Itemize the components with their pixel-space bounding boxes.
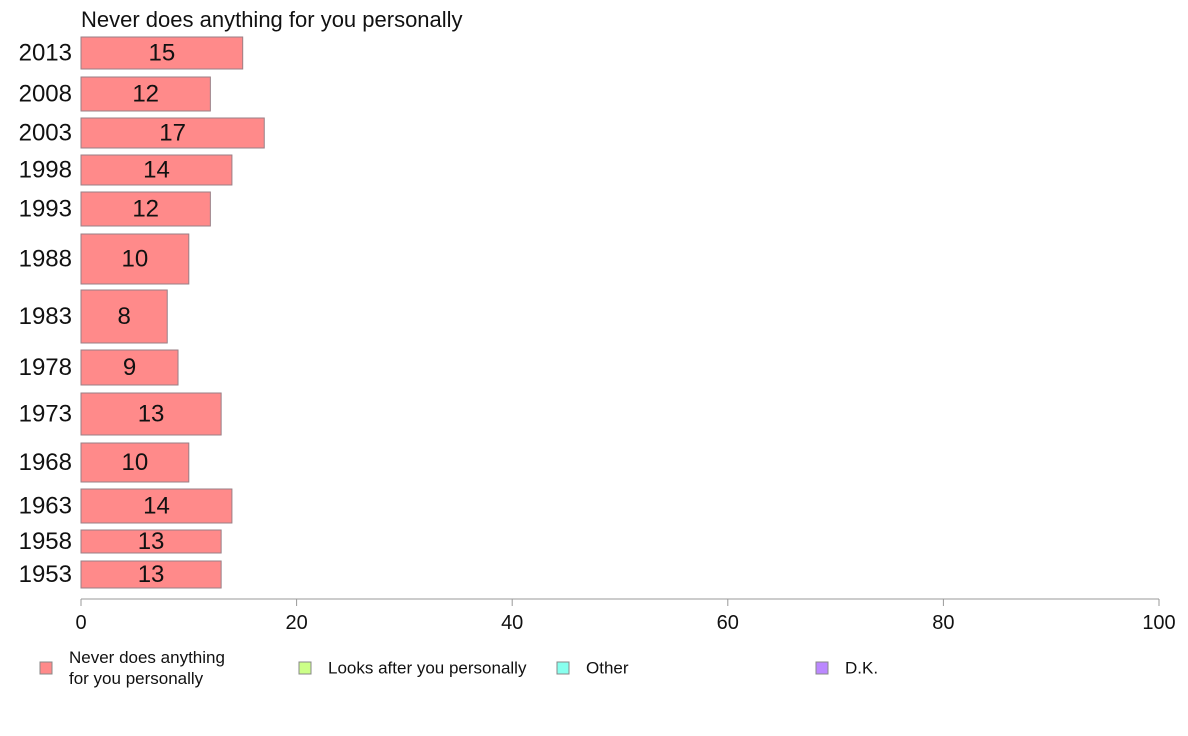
- bar-1983: [80, 289, 168, 344]
- legend-label-0: Never does anything for you personally: [69, 648, 225, 688]
- y-tick-label-2003: 2003: [19, 120, 72, 147]
- bar-2008: [80, 76, 211, 112]
- y-tick-label-1973: 1973: [19, 401, 72, 428]
- x-tick-label-60: 60: [717, 612, 739, 634]
- bar-2003: [80, 117, 265, 149]
- bars-group: 2013 15 2008 12 2003 17 1998 14 1993 12 1988 10 1983…: [19, 36, 265, 589]
- legend-label-2: Other: [586, 659, 629, 678]
- x-axis: 0 20 40 60 80 100: [75, 598, 1176, 634]
- y-tick-label-1968: 1968: [19, 449, 72, 476]
- bar-1993: [80, 191, 211, 227]
- bar-value-label-1958: 13: [138, 528, 165, 555]
- bar-value-label-1978: 9: [123, 354, 136, 381]
- bar-value-label-1953: 13: [138, 561, 165, 588]
- bar-value-label-1983: 8: [117, 303, 130, 330]
- x-tick-label-80: 80: [932, 612, 954, 634]
- bar-value-label-1963: 14: [143, 493, 170, 520]
- bar-1953: [80, 560, 222, 589]
- x-tick-label-40: 40: [501, 612, 523, 634]
- bar-1963: [80, 488, 233, 524]
- bar-value-label-2013: 15: [148, 40, 175, 67]
- y-tick-label-1988: 1988: [19, 246, 72, 273]
- chart-title: Never does anything for you personally: [81, 7, 463, 32]
- bar-1988: [80, 233, 190, 285]
- y-tick-label-1983: 1983: [19, 303, 72, 330]
- x-tick-label-0: 0: [75, 612, 86, 634]
- y-tick-label-1963: 1963: [19, 493, 72, 520]
- bar-value-label-1973: 13: [138, 401, 165, 428]
- y-tick-label-1993: 1993: [19, 196, 72, 223]
- legend-swatch-3: [815, 661, 829, 675]
- bar-value-label-1988: 10: [122, 246, 149, 273]
- bar-value-label-1993: 12: [132, 196, 159, 223]
- bar-1958: [80, 529, 222, 554]
- bar-value-label-2008: 12: [132, 81, 159, 108]
- y-tick-label-1978: 1978: [19, 354, 72, 381]
- bar-1968: [80, 442, 190, 483]
- bar-1998: [80, 154, 233, 186]
- x-tick-label-100: 100: [1142, 612, 1175, 634]
- legend-swatch-1: [298, 661, 312, 675]
- legend-label-3: D.K.: [845, 659, 878, 678]
- y-tick-label-1998: 1998: [19, 157, 72, 184]
- legend-swatch-0: [39, 661, 53, 675]
- bar-1973: [80, 392, 222, 436]
- y-tick-label-2008: 2008: [19, 81, 72, 108]
- legend-swatch-2: [556, 661, 570, 675]
- bar-value-label-2003: 17: [159, 120, 186, 147]
- legend-label-1: Looks after you personally: [328, 659, 527, 678]
- y-tick-label-1953: 1953: [19, 561, 72, 588]
- y-tick-label-2013: 2013: [19, 40, 72, 67]
- bar-2013: [80, 36, 244, 70]
- legend: Never does anything for you personally Loo…: [39, 648, 878, 688]
- x-tick-label-20: 20: [285, 612, 307, 634]
- bar-value-label-1968: 10: [122, 449, 149, 476]
- y-tick-label-1958: 1958: [19, 528, 72, 555]
- bar-value-label-1998: 14: [143, 157, 170, 184]
- bar-1978: [80, 349, 179, 386]
